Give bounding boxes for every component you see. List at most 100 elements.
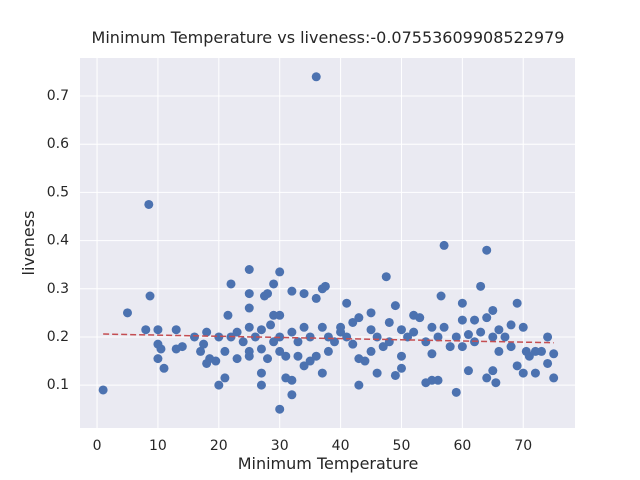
- point: [287, 390, 297, 400]
- point: [436, 291, 446, 301]
- x-tick-label: 20: [210, 438, 228, 454]
- point: [305, 332, 315, 342]
- point: [348, 339, 358, 349]
- point: [354, 380, 364, 390]
- point: [196, 346, 206, 356]
- point: [281, 351, 291, 361]
- x-tick-label: 30: [271, 438, 289, 454]
- plot-area: [80, 58, 575, 428]
- point: [384, 317, 394, 327]
- point: [320, 281, 330, 291]
- point: [491, 378, 501, 388]
- point: [482, 373, 492, 383]
- point: [360, 356, 370, 366]
- point: [177, 342, 187, 352]
- point: [457, 342, 467, 352]
- point: [518, 368, 528, 378]
- point: [348, 317, 358, 327]
- point: [145, 291, 155, 301]
- point: [214, 380, 224, 390]
- point: [305, 356, 315, 366]
- point: [372, 368, 382, 378]
- point: [211, 356, 221, 366]
- point: [263, 289, 273, 299]
- x-axis-label: Minimum Temperature: [238, 454, 419, 473]
- point: [250, 332, 260, 342]
- point: [524, 351, 534, 361]
- point: [549, 349, 559, 359]
- point: [275, 310, 285, 320]
- point: [549, 373, 559, 383]
- point: [494, 346, 504, 356]
- point: [470, 315, 480, 325]
- point: [439, 240, 449, 250]
- point: [299, 322, 309, 332]
- point: [390, 301, 400, 311]
- point: [244, 289, 254, 299]
- point: [451, 387, 461, 397]
- point: [488, 332, 498, 342]
- y-tick-label: 0.7: [47, 88, 69, 104]
- point: [269, 337, 279, 347]
- point: [171, 325, 181, 335]
- point: [232, 354, 242, 364]
- point: [342, 298, 352, 308]
- point: [287, 286, 297, 296]
- point: [256, 368, 266, 378]
- point: [445, 342, 455, 352]
- x-tick-label: 10: [149, 438, 167, 454]
- point: [269, 279, 279, 289]
- point: [275, 346, 285, 356]
- trend-line: [103, 333, 554, 344]
- point: [144, 199, 154, 209]
- y-tick-label: 0.4: [47, 233, 69, 249]
- grid: [80, 58, 575, 428]
- point: [256, 344, 266, 354]
- point: [323, 332, 333, 342]
- point: [543, 332, 553, 342]
- point: [366, 325, 376, 335]
- point: [366, 308, 376, 318]
- point: [256, 380, 266, 390]
- point: [256, 325, 266, 335]
- point: [317, 368, 327, 378]
- y-tick-label: 0.2: [47, 329, 69, 345]
- point: [476, 281, 486, 291]
- point: [275, 404, 285, 414]
- point: [421, 337, 431, 347]
- point: [512, 298, 522, 308]
- point: [299, 361, 309, 371]
- x-tick-label: 40: [332, 438, 350, 454]
- point: [156, 344, 166, 354]
- point: [390, 370, 400, 380]
- point: [476, 327, 486, 337]
- point: [317, 322, 327, 332]
- point: [494, 325, 504, 335]
- point: [457, 298, 467, 308]
- point: [427, 322, 437, 332]
- point: [311, 351, 321, 361]
- point: [336, 327, 346, 337]
- point: [263, 354, 273, 364]
- marks: [98, 72, 559, 414]
- point: [384, 337, 394, 347]
- y-axis-label: liveness: [19, 211, 38, 276]
- point: [482, 313, 492, 323]
- point: [153, 325, 163, 335]
- point: [463, 366, 473, 376]
- point: [433, 375, 443, 385]
- chart-title: Minimum Temperature vs liveness:-0.07553…: [92, 28, 565, 47]
- point: [457, 315, 467, 325]
- point: [244, 264, 254, 274]
- point: [159, 363, 169, 373]
- point: [354, 313, 364, 323]
- point: [530, 368, 540, 378]
- point: [427, 349, 437, 359]
- point: [396, 325, 406, 335]
- point: [232, 327, 242, 337]
- point: [293, 337, 303, 347]
- point: [488, 305, 498, 315]
- point: [287, 375, 297, 385]
- point: [506, 320, 516, 330]
